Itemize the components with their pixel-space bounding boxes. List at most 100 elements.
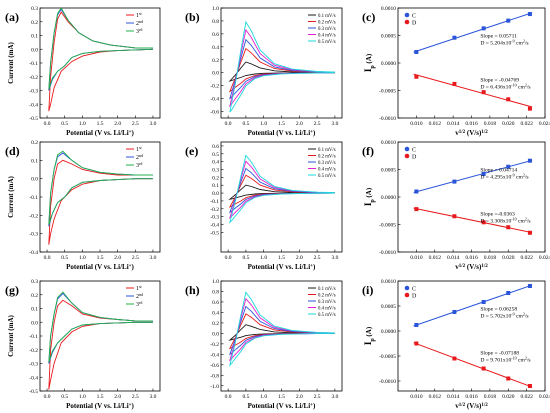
series-line-5 bbox=[229, 20, 335, 113]
series-group bbox=[228, 20, 335, 113]
legend-marker bbox=[404, 285, 410, 291]
y-tick-label: 0.0 bbox=[31, 320, 38, 326]
x-tick-label: 3.0 bbox=[331, 121, 338, 127]
y-tick-label: -0.5 bbox=[29, 389, 38, 395]
annotation-slope: Slope = 0.04714 bbox=[480, 168, 517, 174]
annotation-slope: Slope = 0.05711 bbox=[480, 34, 517, 40]
x-tick-label: 0.022 bbox=[520, 255, 533, 261]
plot-frame bbox=[397, 280, 546, 392]
y-tick-label: 0.0010 bbox=[381, 6, 396, 12]
y-tick-label: 0.0005 bbox=[381, 168, 396, 174]
data-point-C bbox=[527, 12, 532, 17]
annotation-diffusion: D = 5.702x10-9 cm2/s bbox=[480, 311, 528, 320]
y-tick-label: 0.6 bbox=[212, 300, 219, 306]
data-point-C bbox=[506, 291, 511, 295]
y-tick-label: -0.1 bbox=[210, 199, 219, 205]
data-point-C bbox=[527, 284, 532, 288]
series-line-5 bbox=[229, 291, 335, 367]
x-axis-label: Potential (V vs. Li/Li+) bbox=[66, 263, 134, 271]
panel-e: 0.0 0.5 1.0 1.5 2.0 2.5 3.0 -0.5-0.4 -0.3 -0.2 -0.… bbox=[185, 141, 343, 271]
y-tick-label: -0.0005 bbox=[379, 354, 396, 360]
x-axis-label: Potential (V vs. Li/Li+) bbox=[248, 402, 316, 410]
data-point-C bbox=[452, 35, 457, 40]
panel-c: 0.010 0.012 0.014 0.016 0.018 0.020 0.022 0.024… bbox=[362, 6, 550, 137]
data-point-D bbox=[414, 341, 419, 346]
data-point-C bbox=[481, 300, 486, 304]
legend-label: D bbox=[412, 20, 417, 26]
y-axis-label: Ip (A) bbox=[363, 326, 376, 345]
legend-label: 0.5 mV/s bbox=[318, 313, 336, 318]
y-tick-label: 0.6 bbox=[212, 32, 219, 38]
y-tick-label: 0.3 bbox=[31, 279, 38, 285]
y-tick-label: 0.2 bbox=[31, 20, 38, 26]
fit-line-C bbox=[413, 12, 533, 53]
data-point-C bbox=[506, 18, 511, 23]
x-tick-label: 0.016 bbox=[465, 394, 478, 400]
legend-label: D bbox=[412, 154, 417, 160]
panel-label: (f) bbox=[362, 144, 374, 158]
x-axis-label: v1/2 (V/s)1/2 bbox=[455, 402, 488, 410]
panel-i: 0.010 0.012 0.014 0.016 0.018 0.020 0.022 0.024… bbox=[362, 279, 550, 410]
data-point-D bbox=[414, 207, 419, 212]
x-tick-label: 0.0 bbox=[44, 121, 51, 127]
x-tick-label: 1.5 bbox=[97, 121, 104, 127]
data-point-C bbox=[414, 50, 419, 54]
legend-label: 1st bbox=[136, 145, 143, 154]
y-tick-label: -1.0 bbox=[210, 384, 219, 390]
x-tick-label: 1.5 bbox=[97, 394, 104, 400]
y-tick-label: -0.0010 bbox=[379, 379, 396, 385]
data-point-D bbox=[506, 97, 511, 102]
legend-label: 2nd bbox=[136, 292, 143, 301]
legend-label: 0.5 mV/s bbox=[318, 40, 336, 45]
y-tick-label: -0.1 bbox=[29, 334, 38, 340]
annotation-diffusion: D = 5.204x10-9 cm2/s bbox=[480, 38, 528, 47]
x-tick-label: 3.0 bbox=[331, 394, 338, 400]
annotation-diffusion: D = 4.295x10-9 cm2/s bbox=[480, 172, 528, 181]
y-tick-label: -0.0010 bbox=[379, 116, 396, 122]
x-tick-label: 1.0 bbox=[260, 255, 267, 261]
y-axis-label: Ip (A) bbox=[363, 53, 376, 72]
x-axis-label: Potential (V vs. Li/Li+) bbox=[248, 129, 316, 137]
x-tick-label: 1.0 bbox=[260, 394, 267, 400]
legend-label: 0.1 mV/s bbox=[318, 287, 336, 292]
x-tick-label: 0.022 bbox=[520, 121, 533, 127]
plot-frame bbox=[39, 7, 161, 119]
y-tick-label: -0.3 bbox=[210, 215, 219, 221]
y-tick-label: 0.0 bbox=[31, 47, 38, 53]
legend-label: 1st bbox=[136, 11, 143, 20]
annotation-slope: Slope =-0.0363 bbox=[480, 212, 515, 218]
data-point-C bbox=[414, 323, 419, 327]
x-tick-label: 1.5 bbox=[278, 394, 285, 400]
panel-label: (i) bbox=[362, 283, 373, 297]
y-axis-label: Current (mA) bbox=[7, 176, 15, 218]
series-line-1 bbox=[48, 299, 153, 390]
y-tick-label: 0.4 bbox=[212, 310, 219, 316]
x-tick-label: 0.012 bbox=[429, 121, 442, 127]
panel-h: 0.0 0.5 1.0 1.5 2.0 2.5 3.0 -1.0 -0.8 -0.6 -0.4 -0.… bbox=[185, 279, 343, 410]
x-tick-label: 0.024 bbox=[539, 121, 550, 127]
legend-label: 0.4 mV/s bbox=[318, 34, 336, 39]
x-tick-label: 0.5 bbox=[61, 394, 68, 400]
y-tick-label: 0.1 bbox=[31, 158, 38, 164]
legend-label: 2nd bbox=[136, 19, 143, 28]
x-tick-label: 0.018 bbox=[484, 394, 497, 400]
plot-frame bbox=[397, 7, 546, 119]
y-tick-label: 0.2 bbox=[212, 321, 219, 327]
y-tick-label: 0.1 bbox=[31, 34, 38, 40]
y-tick-label: -0.4 bbox=[29, 250, 38, 256]
x-tick-label: 2.5 bbox=[132, 255, 139, 261]
y-tick-label: 0.2 bbox=[212, 175, 219, 181]
panel-label: (a) bbox=[5, 10, 19, 24]
annotation-diffusion: D = 9.701x10-10 cm2/s bbox=[480, 355, 530, 364]
x-tick-label: 2.0 bbox=[114, 255, 121, 261]
x-tick-label: 2.5 bbox=[132, 121, 139, 127]
plot-frame bbox=[397, 141, 546, 253]
legend-label: 0.1 mV/s bbox=[318, 14, 336, 19]
y-tick-label: 0.0000 bbox=[381, 61, 396, 67]
x-axis-label: v1/2 (V/s)1/2 bbox=[455, 263, 488, 271]
y-tick-label: 0.0005 bbox=[381, 34, 396, 40]
x-tick-label: 0.010 bbox=[410, 394, 423, 400]
x-tick-label: 2.0 bbox=[296, 121, 303, 127]
legend-label: 0.4 mV/s bbox=[318, 168, 336, 173]
x-tick-label: 2.5 bbox=[132, 394, 139, 400]
